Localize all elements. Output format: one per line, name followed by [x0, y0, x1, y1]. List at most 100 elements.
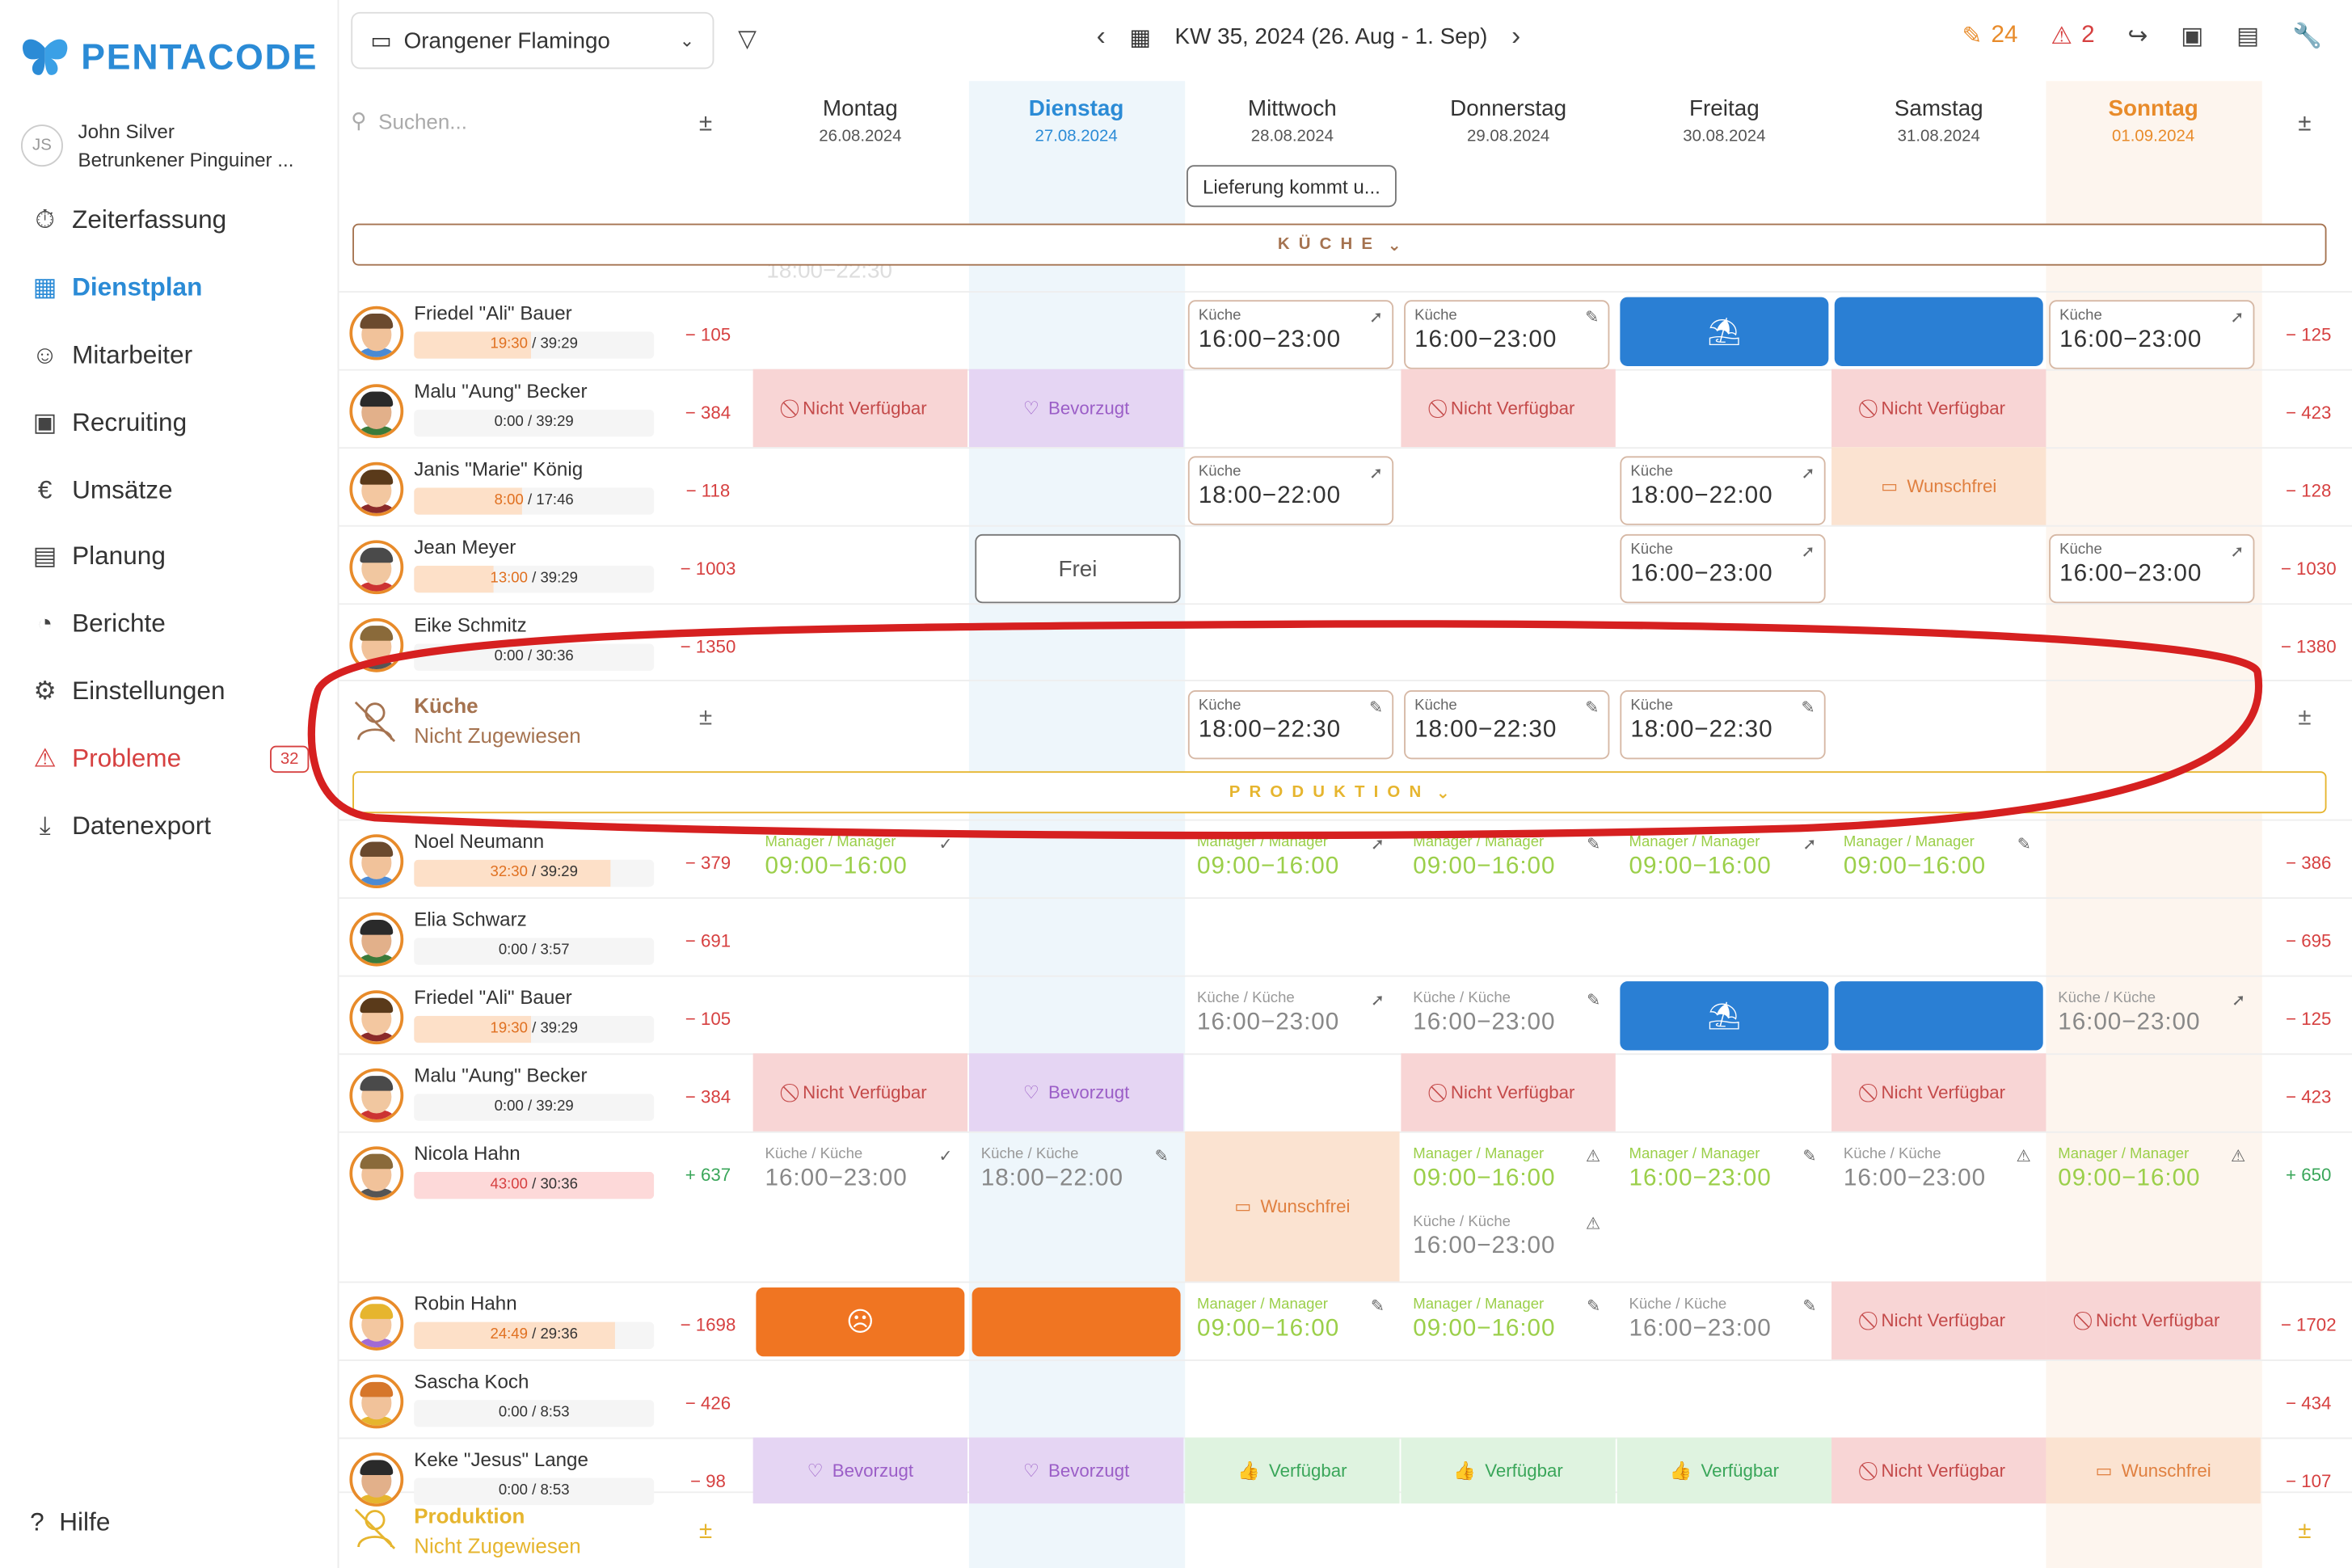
- wish-free-cell[interactable]: ▭ Wunschfrei: [2046, 1437, 2261, 1504]
- shift-card[interactable]: Küche / Küche 16:00−23:00 ➚: [1188, 984, 1393, 1053]
- vacation-block[interactable]: ⛱: [1620, 981, 1829, 1051]
- employee-name[interactable]: Sascha Koch: [414, 1369, 529, 1393]
- calendar-view-button[interactable]: ▣: [2181, 21, 2203, 51]
- available-cell[interactable]: 👍 Verfügbar: [1616, 1437, 1832, 1504]
- vacation-block[interactable]: [1834, 297, 2043, 366]
- day-header-montag[interactable]: Montag 26.08.2024: [753, 96, 967, 145]
- open-shift[interactable]: Küche 18:00−22:30 ✎: [1620, 689, 1826, 760]
- shift-card[interactable]: Küche / Küche 16:00−23:00 ⚠: [1404, 1208, 1609, 1276]
- employee-search[interactable]: ⚲ Suchen...: [351, 108, 467, 134]
- shift-card[interactable]: Küche / Küche 16:00−23:00 ✓: [756, 1140, 961, 1209]
- not-available-cell[interactable]: ⃠Nicht Verfügbar: [1831, 1281, 2046, 1359]
- avatar[interactable]: [349, 1452, 404, 1507]
- free-day-card[interactable]: Frei: [975, 533, 1181, 604]
- sick-block[interactable]: [972, 1287, 1181, 1357]
- employee-name[interactable]: Janis "Marie" König: [414, 457, 584, 481]
- day-note[interactable]: Lieferung kommt u...: [1187, 165, 1397, 208]
- open-shift[interactable]: Küche 18:00−22:30 ✎: [1404, 689, 1610, 760]
- vacation-block[interactable]: [1834, 981, 2043, 1051]
- shift-card[interactable]: Küche / Küche 18:00−22:00 ✎: [972, 1140, 1178, 1209]
- shift-card[interactable]: Küche / Küche 16:00−23:00 ✎: [1404, 984, 1609, 1053]
- employee-name[interactable]: Nicola Hahn: [414, 1141, 521, 1165]
- tools-button[interactable]: 🔧: [2292, 21, 2322, 51]
- shift-card[interactable]: Küche / Küche 16:00−23:00 ✎: [1620, 1291, 1825, 1359]
- shift-card[interactable]: Küche / Küche 16:00−23:00 ⚠: [1835, 1140, 2040, 1209]
- shift-card[interactable]: Manager / Manager 09:00−16:00 ✎: [1404, 1291, 1609, 1359]
- employee-name[interactable]: Elia Schwarz: [414, 908, 527, 931]
- day-header-dienstag[interactable]: Dienstag 27.08.2024: [969, 96, 1183, 145]
- shift-card[interactable]: Manager / Manager 09:00−16:00 ➚: [1620, 828, 1825, 897]
- day-header-freitag[interactable]: Freitag 30.08.2024: [1617, 96, 1831, 145]
- edits-button[interactable]: ✎ 24: [1962, 21, 2017, 51]
- week-label[interactable]: KW 35, 2024 (26. Aug - 1. Sep): [1174, 23, 1488, 50]
- shift-card[interactable]: Manager / Manager 09:00−16:00 ⚠: [1404, 1140, 1609, 1209]
- day-header-sonntag[interactable]: Sonntag 01.09.2024: [2046, 96, 2260, 145]
- shift-card[interactable]: Manager / Manager 09:00−16:00 ✎: [1835, 828, 2040, 897]
- employee-name[interactable]: Noel Neumann: [414, 829, 545, 853]
- preferred-cell[interactable]: ♡ Bevorzugt: [968, 1053, 1184, 1132]
- filter-button[interactable]: ▽: [738, 24, 757, 54]
- employee-name[interactable]: Keke "Jesus" Lange: [414, 1448, 588, 1471]
- avatar[interactable]: [349, 1374, 404, 1429]
- shift-card[interactable]: Küche 16:00−23:00 ➚: [1620, 533, 1826, 604]
- avatar[interactable]: [349, 912, 404, 967]
- available-cell[interactable]: 👍 Verfügbar: [1401, 1437, 1616, 1504]
- shift-card[interactable]: Manager / Manager 09:00−16:00 ⚠: [2049, 1140, 2254, 1209]
- nav-item-mitarbeiter[interactable]: ☺ Mitarbeiter: [0, 322, 339, 389]
- avatar[interactable]: [349, 384, 404, 439]
- add-employee-button[interactable]: ±: [698, 111, 713, 137]
- not-available-cell[interactable]: ⃠Nicht Verfügbar: [1831, 1437, 2046, 1504]
- shift-card[interactable]: Küche 16:00−23:00 ➚: [2049, 533, 2255, 604]
- avatar[interactable]: [349, 462, 404, 516]
- nav-item-einstellungen[interactable]: ⚙ Einstellungen: [0, 658, 339, 725]
- nav-item-datenexport[interactable]: ⤓ Datenexport: [0, 793, 339, 860]
- employee-name[interactable]: Jean Meyer: [414, 535, 516, 558]
- nav-item-berichte[interactable]: ◔ Berichte: [0, 591, 339, 658]
- sick-block[interactable]: ☹: [756, 1287, 965, 1357]
- avatar[interactable]: [349, 834, 404, 889]
- not-available-cell[interactable]: ⃠Nicht Verfügbar: [752, 369, 968, 448]
- schedule-settings-button[interactable]: ▤: [2236, 21, 2259, 51]
- not-available-cell[interactable]: ⃠Nicht Verfügbar: [2046, 1281, 2261, 1359]
- employee-name[interactable]: Robin Hahn: [414, 1292, 517, 1315]
- not-available-cell[interactable]: ⃠Nicht Verfügbar: [1401, 1053, 1616, 1132]
- help-link[interactable]: ? Hilfe: [30, 1508, 110, 1538]
- warnings-button[interactable]: ⚠ 2: [2051, 21, 2094, 51]
- not-available-cell[interactable]: ⃠Nicht Verfügbar: [1831, 369, 2046, 448]
- not-available-cell[interactable]: ⃠Nicht Verfügbar: [1401, 369, 1616, 448]
- avatar[interactable]: [349, 1146, 404, 1201]
- avatar[interactable]: [349, 1068, 404, 1123]
- avatar[interactable]: [349, 306, 404, 360]
- day-header-mittwoch[interactable]: Mittwoch 28.08.2024: [1185, 96, 1399, 145]
- nav-item-recruiting[interactable]: ▣ Recruiting: [0, 390, 339, 457]
- add-column-button[interactable]: ±: [2298, 111, 2312, 137]
- section-kueche[interactable]: KÜCHE ⌄: [352, 223, 2327, 266]
- share-button[interactable]: ↪: [2127, 21, 2148, 51]
- team-select[interactable]: ▭ Orangener Flamingo ⌄: [351, 11, 714, 70]
- shift-card[interactable]: Manager / Manager 09:00−16:00 ✎: [1404, 828, 1609, 897]
- shift-card[interactable]: Manager / Manager 09:00−16:00 ✓: [756, 828, 961, 897]
- shift-card[interactable]: Manager / Manager 09:00−16:00 ✎: [1188, 1291, 1393, 1359]
- employee-name[interactable]: Malu "Aung" Becker: [414, 1064, 588, 1087]
- avatar[interactable]: [349, 990, 404, 1045]
- user-profile[interactable]: JS John Silver Betrunkener Pinguiner ...: [20, 117, 293, 175]
- nav-item-dienstplan[interactable]: ▦ Dienstplan: [0, 255, 339, 322]
- employee-name[interactable]: Malu "Aung" Becker: [414, 379, 588, 403]
- shift-card[interactable]: Küche 16:00−23:00 ➚: [1187, 300, 1394, 369]
- shift-card[interactable]: Küche 16:00−23:00 ✎: [1404, 300, 1610, 369]
- preferred-cell[interactable]: ♡ Bevorzugt: [752, 1437, 968, 1504]
- shift-card[interactable]: Manager / Manager 16:00−23:00 ✎: [1620, 1140, 1825, 1209]
- add-unassigned-kueche-button-right[interactable]: ±: [2298, 705, 2312, 731]
- shift-card[interactable]: Küche / Küche 16:00−23:00 ➚: [2049, 984, 2254, 1053]
- not-available-cell[interactable]: ⃠Nicht Verfügbar: [752, 1053, 968, 1132]
- nav-item-planung[interactable]: ▤ Planung: [0, 524, 339, 591]
- add-unassigned-kueche-button[interactable]: ±: [698, 705, 713, 731]
- preferred-cell[interactable]: ♡ Bevorzugt: [968, 369, 1184, 448]
- preferred-cell[interactable]: ♡ Bevorzugt: [968, 1437, 1184, 1504]
- day-header-donnerstag[interactable]: Donnerstag 29.08.2024: [1401, 96, 1615, 145]
- available-cell[interactable]: 👍 Verfügbar: [1185, 1437, 1400, 1504]
- wish-free-cell[interactable]: ▭ Wunschfrei: [1185, 1131, 1400, 1282]
- shift-card[interactable]: Küche 18:00−22:00 ➚: [1620, 456, 1826, 525]
- avatar[interactable]: [349, 618, 404, 672]
- employee-name[interactable]: Eike Schmitz: [414, 613, 527, 637]
